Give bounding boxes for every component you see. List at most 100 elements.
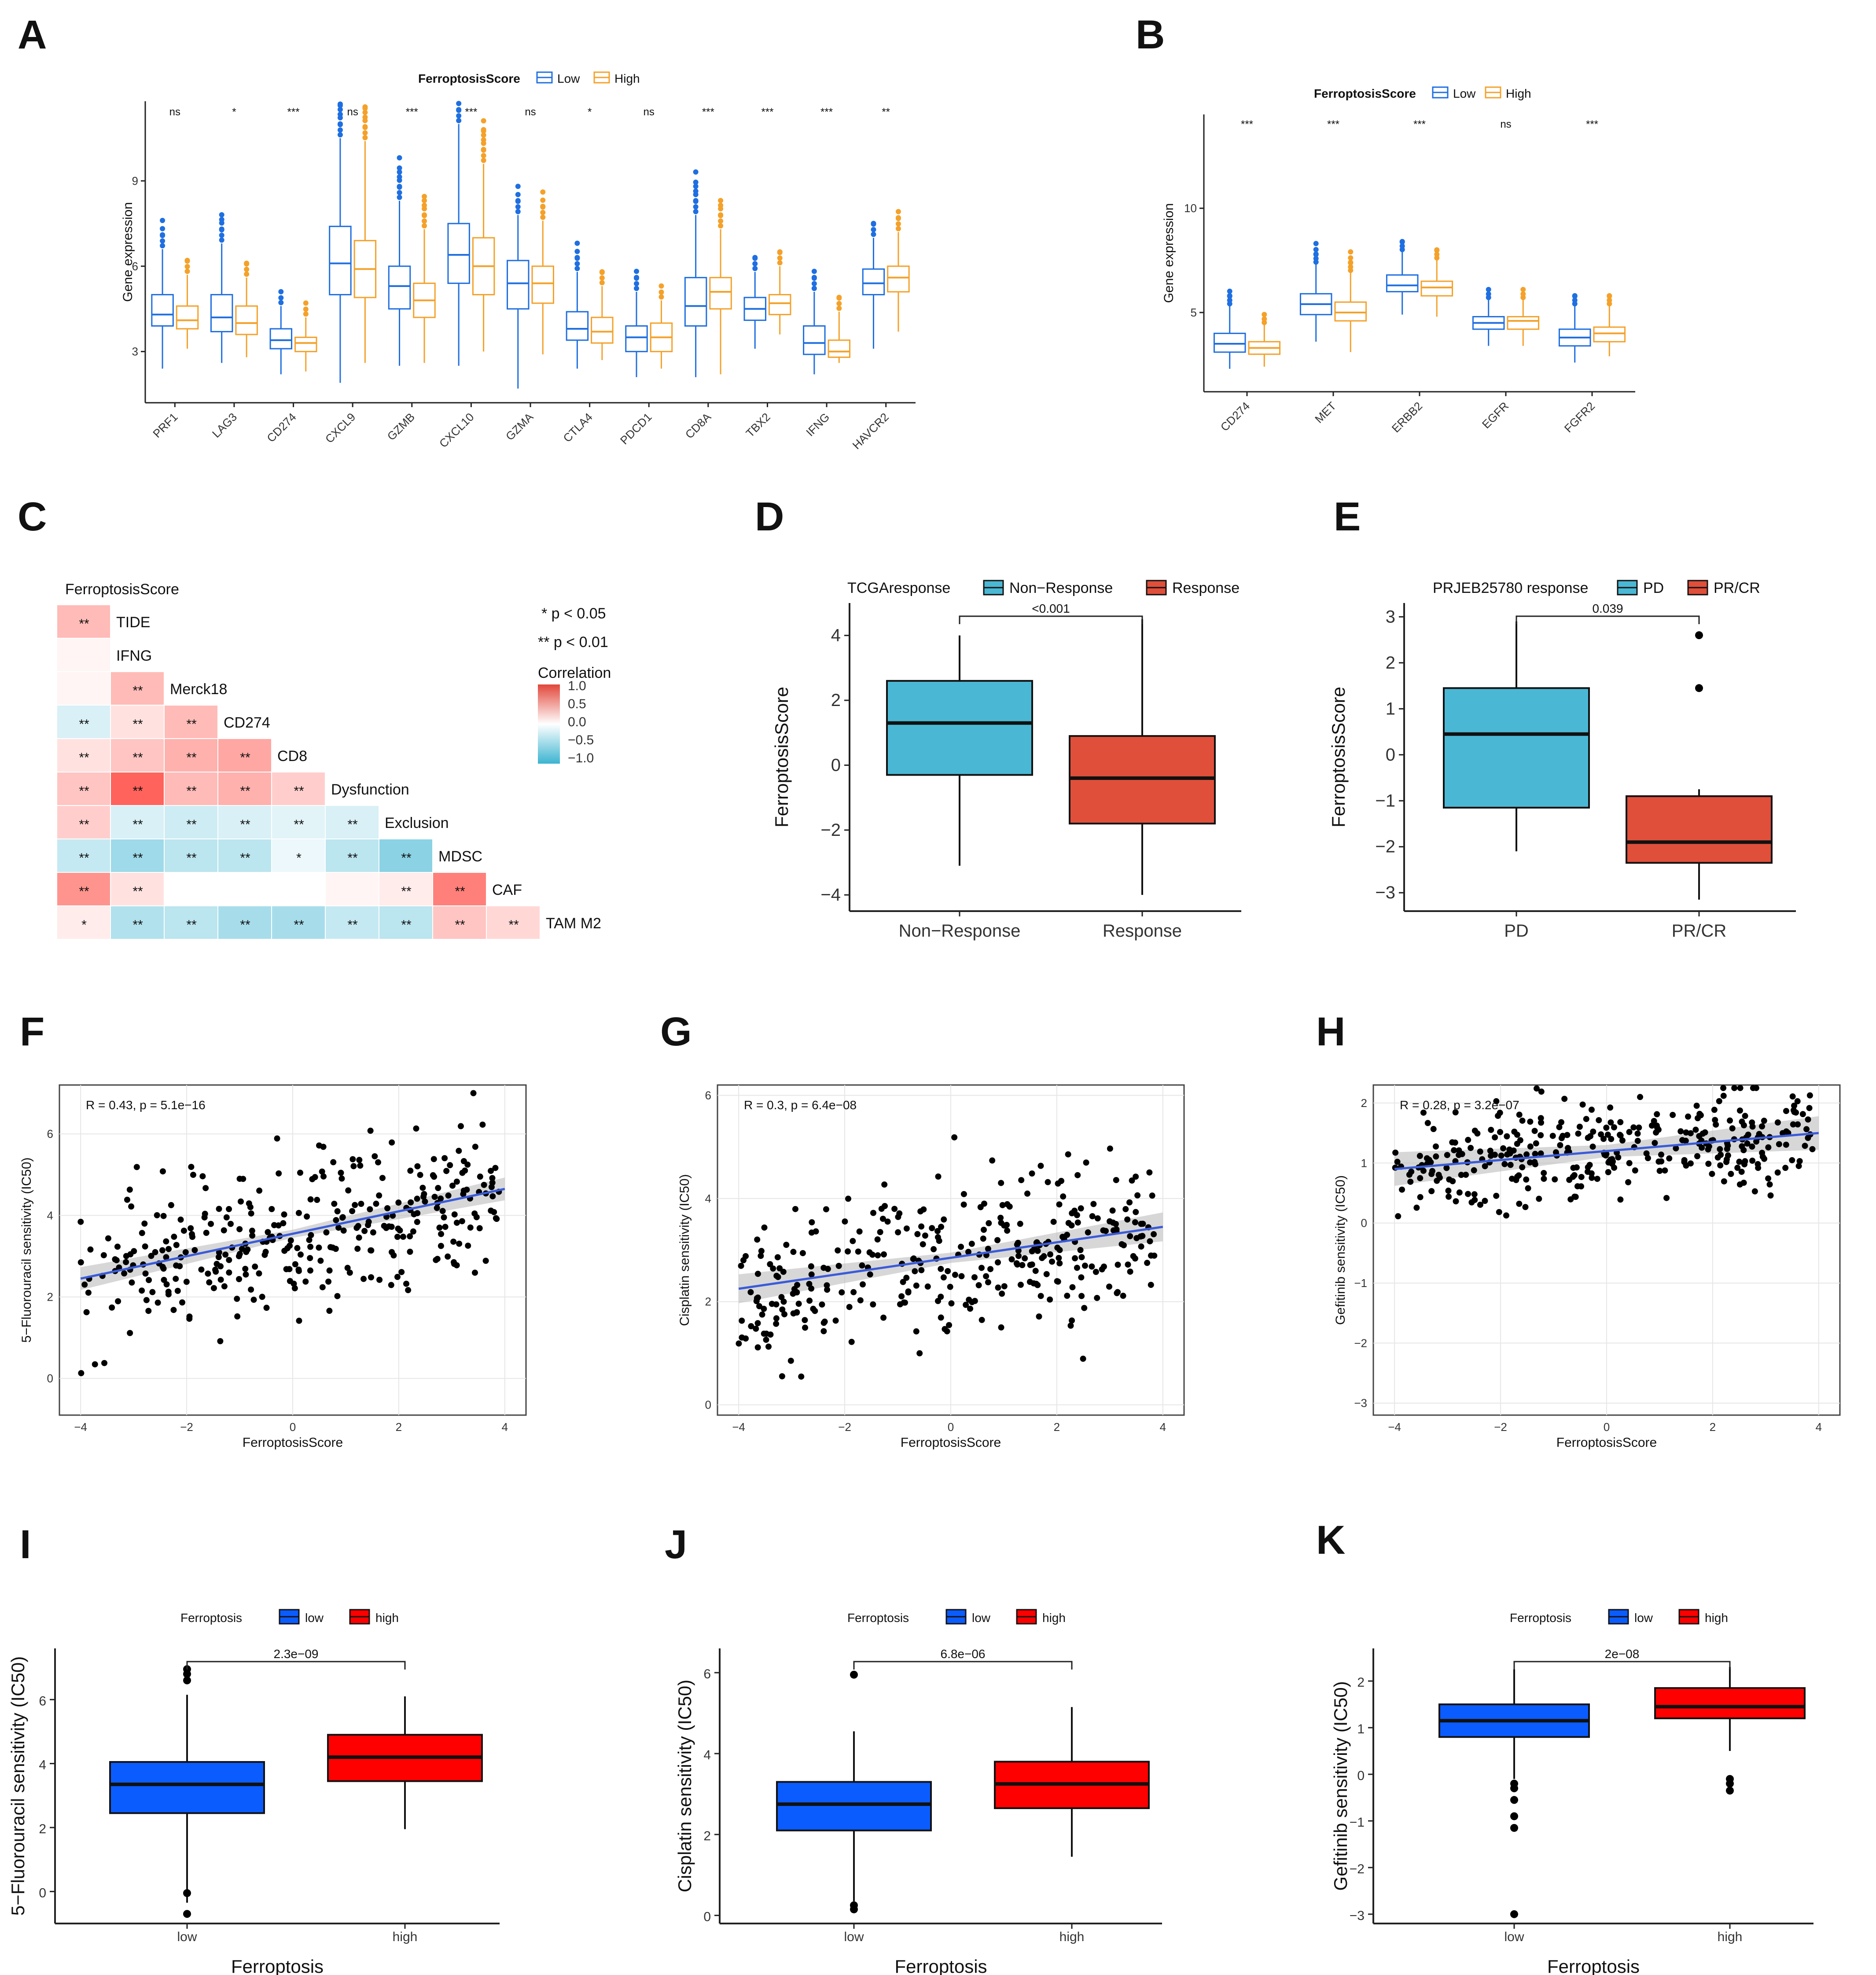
scatter-point	[367, 1206, 373, 1213]
scatter-point	[1498, 1152, 1504, 1159]
scatter-point	[1600, 1136, 1607, 1142]
y-tick-label: 10	[1184, 202, 1197, 215]
outlier-point	[422, 202, 427, 208]
scatter-point	[819, 1301, 825, 1308]
heatmap-cell-star: **	[132, 817, 143, 832]
y-tick-label: 6	[705, 1089, 711, 1102]
scatter-point	[333, 1217, 339, 1223]
scatter-point	[1056, 1254, 1062, 1261]
heatmap-title: FerroptosisScore	[65, 581, 179, 598]
scatter-point	[152, 1249, 158, 1255]
outlier-point	[634, 281, 639, 287]
scatter-point	[356, 1234, 362, 1241]
scatter-point	[296, 1317, 302, 1324]
scatter-point	[846, 1304, 853, 1310]
scatter-point	[874, 1236, 881, 1243]
scatter-point	[1083, 1159, 1089, 1166]
scatter-point	[808, 1285, 815, 1292]
scatter-point	[281, 1211, 287, 1218]
outlier-point	[540, 197, 546, 203]
y-tick-label: 4	[705, 1192, 711, 1205]
outlier-point	[183, 1676, 191, 1684]
scatter-point	[1596, 1117, 1602, 1123]
scatter-point	[1615, 1154, 1622, 1161]
x-axis-title: FerroptosisScore	[243, 1435, 343, 1450]
scatter-point	[1151, 1231, 1157, 1238]
x-tick-label: −4	[1388, 1420, 1401, 1434]
scatter-point	[1594, 1176, 1600, 1182]
outlier-point	[481, 118, 486, 124]
scatter-point	[410, 1228, 416, 1235]
scatter-point	[1115, 1289, 1121, 1295]
scatter-point	[940, 1274, 947, 1281]
scatter-point	[1789, 1157, 1795, 1163]
scatter-point	[1085, 1229, 1091, 1236]
scatter-point	[1452, 1109, 1459, 1116]
scatter-point	[344, 1265, 351, 1271]
y-tick-label: 6	[39, 1694, 46, 1708]
scatter-point	[124, 1196, 130, 1203]
y-tick-label: 2	[703, 1829, 711, 1843]
scatter-point	[1809, 1146, 1816, 1152]
scatter-point	[1531, 1128, 1538, 1134]
scatter-point	[971, 1298, 978, 1304]
outlier-point	[1227, 294, 1232, 299]
scatter-point	[1446, 1176, 1453, 1183]
heatmap-cell-star: *	[296, 851, 302, 865]
scatter-point	[464, 1161, 471, 1168]
scatter-point	[776, 1265, 783, 1272]
scatter-point	[795, 1301, 802, 1307]
scatter-point	[216, 1206, 222, 1212]
y-axis-title: Cisplatin sensitivity (IC50)	[674, 1680, 695, 1892]
outlier-point	[540, 210, 546, 215]
outlier-point	[811, 281, 817, 287]
y-tick-label: 4	[39, 1758, 46, 1773]
scatter-point	[1074, 1265, 1080, 1271]
scatter-point	[1634, 1130, 1641, 1137]
scatter-point	[308, 1232, 314, 1239]
scatter-point	[297, 1170, 303, 1176]
box-high	[531, 265, 554, 304]
x-tick-label: EGFR	[1479, 399, 1511, 431]
scatter-point	[414, 1195, 420, 1202]
scatter-point	[1416, 1153, 1423, 1159]
scatter-point	[756, 1303, 762, 1309]
scatter-point	[388, 1282, 394, 1288]
heatmap-cell	[218, 772, 271, 805]
y-tick-label: −2	[1354, 1336, 1367, 1350]
outlier-point	[693, 184, 699, 189]
box-high	[176, 305, 199, 330]
colorbar-tick: 0.5	[568, 697, 586, 711]
x-tick-label: −2	[1494, 1420, 1507, 1434]
outlier-point	[658, 294, 664, 300]
scatter-point	[407, 1167, 414, 1174]
scatter-point	[123, 1259, 129, 1265]
significance-label: ***	[702, 106, 714, 118]
outlier-point	[456, 101, 462, 107]
scatter-point	[1699, 1130, 1706, 1137]
legend-title: FerroptosisScore	[1314, 87, 1416, 100]
scatter-point	[1583, 1116, 1589, 1122]
x-tick-label: MET	[1312, 399, 1339, 426]
scatter-point	[438, 1231, 445, 1237]
scatter-point	[1603, 1125, 1610, 1131]
scatter-point	[1679, 1137, 1686, 1144]
scatter-point	[870, 1301, 876, 1308]
panel-letter-d: D	[755, 494, 784, 539]
scatter-point	[1736, 1181, 1743, 1188]
pvalue-label: 2e−08	[1605, 1647, 1640, 1661]
scatter-point	[761, 1224, 768, 1231]
scatter-point	[1474, 1130, 1481, 1137]
significance-label: ***	[465, 106, 477, 118]
scatter-point	[447, 1162, 453, 1169]
scatter-point	[1740, 1147, 1747, 1154]
scatter-point	[101, 1360, 108, 1366]
scatter-point	[323, 1229, 330, 1236]
heatmap-row-label: Exclusion	[385, 815, 449, 831]
scatter-point	[966, 1296, 972, 1303]
scatter-point	[938, 1224, 945, 1230]
legend-label-high: High	[614, 72, 640, 85]
scatter-point	[1799, 1111, 1806, 1118]
scatter-point	[1561, 1096, 1568, 1102]
scatter-point	[441, 1155, 448, 1162]
